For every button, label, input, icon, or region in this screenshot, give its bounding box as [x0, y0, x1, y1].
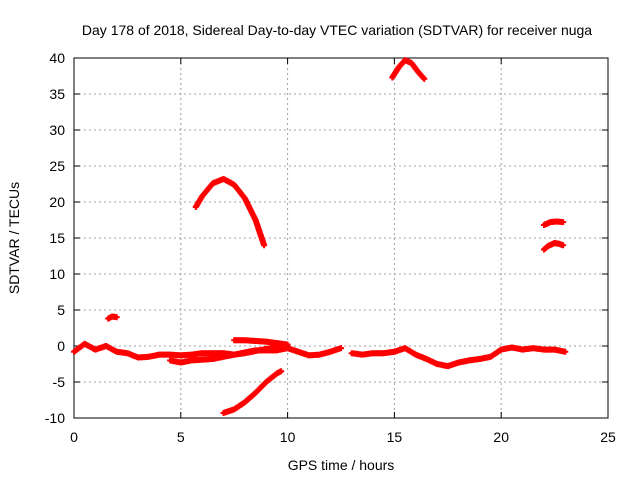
data-point: [560, 219, 567, 226]
y-tick-label: 0: [57, 338, 65, 354]
y-axis-label: SDTVAR / TECUs: [6, 182, 22, 294]
data-point: [278, 368, 285, 375]
grid-layer: [74, 58, 608, 418]
data-point: [284, 341, 291, 348]
x-tick-label: 20: [493, 429, 509, 445]
y-tick-label: 35: [49, 86, 65, 102]
series: [167, 344, 291, 366]
y-tick-label: 10: [49, 266, 65, 282]
x-tick-label: 0: [70, 429, 78, 445]
series: [389, 57, 428, 82]
series: [105, 313, 120, 322]
y-tick-label: 30: [49, 122, 65, 138]
data-point: [261, 242, 268, 249]
series: [231, 337, 291, 348]
y-tick-label: -5: [53, 374, 66, 390]
x-tick-label: 5: [177, 429, 185, 445]
y-tick-label: -10: [45, 410, 65, 426]
series: [540, 240, 567, 253]
data-point: [338, 345, 344, 352]
series: [540, 218, 567, 229]
y-tick-label: 15: [49, 230, 65, 246]
series: [71, 340, 344, 361]
data-point: [113, 314, 120, 321]
series: [220, 368, 285, 416]
x-tick-labels: 0 5 10 15 20 25: [70, 429, 616, 445]
data-point: [560, 242, 567, 249]
y-tick-labels: -10 -5 0 5 10 15 20 25 30 35 40: [45, 50, 65, 426]
y-tick-label: 25: [49, 158, 65, 174]
x-tick-label: 25: [600, 429, 616, 445]
y-tick-label: 40: [49, 50, 65, 66]
series: [192, 175, 268, 249]
data-point: [562, 348, 569, 355]
data-points: [71, 57, 569, 416]
y-tick-label: 5: [57, 302, 65, 318]
tick-layer: [73, 57, 609, 419]
chart-title: Day 178 of 2018, Sidereal Day-to-day VTE…: [82, 22, 592, 38]
series: [348, 344, 569, 370]
data-point: [421, 75, 428, 82]
x-axis-label: GPS time / hours: [288, 457, 395, 473]
x-tick-label: 10: [280, 429, 296, 445]
y-tick-label: 20: [49, 194, 65, 210]
x-tick-label: 15: [387, 429, 403, 445]
